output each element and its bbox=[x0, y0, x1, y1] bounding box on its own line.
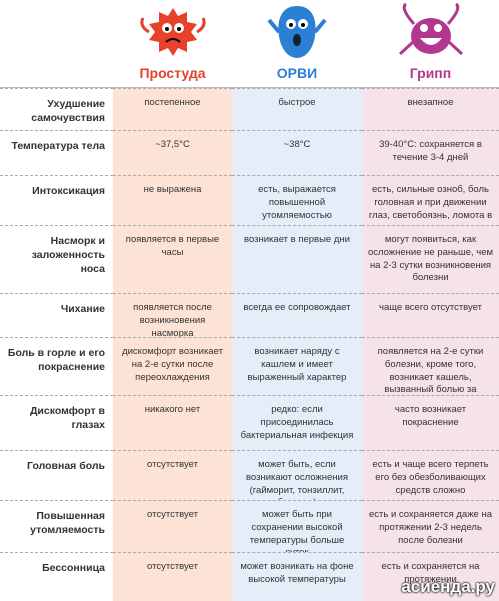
row-label: Температура тела bbox=[0, 130, 113, 175]
cell: быстрое bbox=[232, 88, 362, 130]
cell: есть и сохраняется на протяжении bbox=[362, 552, 499, 601]
row-label: Насморк и заложенность носа bbox=[0, 225, 113, 293]
cell: может возникать на фоне высокой температ… bbox=[232, 552, 362, 601]
cell: возникает наряду с кашлем и имеет выраже… bbox=[232, 337, 362, 395]
cell: есть, выражается повышенной утомляемость… bbox=[232, 175, 362, 225]
cell: может быть при сохранении высокой темпер… bbox=[232, 500, 362, 558]
cell: часто возникает покраснение bbox=[362, 395, 499, 450]
column-header: Грипп bbox=[362, 0, 499, 88]
cell: 39-40°С: сохраняется в течение 3-4 дней bbox=[362, 130, 499, 175]
cell: отсутствует bbox=[113, 500, 232, 552]
cell: могут появиться, как осложнение не раньш… bbox=[362, 225, 499, 293]
flu-icon bbox=[398, 2, 463, 56]
cell: ~37,5°С bbox=[113, 130, 232, 175]
cold-icon bbox=[139, 8, 206, 56]
row-label: Головная боль bbox=[0, 450, 113, 500]
cell: может быть, если возникают осложнения (г… bbox=[232, 450, 362, 508]
cell: дискомфорт возникает на 2-е сутки после … bbox=[113, 337, 232, 395]
cell: есть и сохраняется даже на протяжении 2-… bbox=[362, 500, 499, 552]
cell: не выражена bbox=[113, 175, 232, 225]
cell: ~38°С bbox=[232, 130, 362, 175]
cell: никакого нет bbox=[113, 395, 232, 450]
watermark: асиенда.ру bbox=[401, 577, 495, 596]
cell: всегда ее сопровождает bbox=[232, 293, 362, 337]
cell: постепенное bbox=[113, 88, 232, 130]
orvi-icon bbox=[267, 6, 327, 58]
cell: появляется в первые часы bbox=[113, 225, 232, 293]
cell: возникает в первые дни bbox=[232, 225, 362, 293]
row-label: Боль в горле и его покраснение bbox=[0, 337, 113, 395]
column-name: Грипп bbox=[409, 65, 452, 81]
cell: отсутствует bbox=[113, 552, 232, 601]
corner bbox=[0, 0, 113, 88]
column-name: Простуда bbox=[139, 65, 206, 81]
cell: чаще всего отсутствует bbox=[362, 293, 499, 337]
cell: внезапное bbox=[362, 88, 499, 130]
row-label: Бессонница bbox=[0, 552, 113, 601]
cell: появляется после возникновения насморка bbox=[113, 293, 232, 339]
row-label: Повышенная утомляемость bbox=[0, 500, 113, 552]
cell: появляется на 2-е сутки болезни, кроме т… bbox=[362, 337, 499, 408]
column-header: Простуда bbox=[113, 0, 232, 88]
column-name: ОРВИ bbox=[276, 65, 318, 81]
cell: есть, сильные озноб, боль головная и при… bbox=[362, 175, 499, 233]
row-label: Ухудшение самочувствия bbox=[0, 88, 113, 130]
row-label: Интоксикация bbox=[0, 175, 113, 225]
row-label: Дискомфорт в глазах bbox=[0, 395, 113, 450]
cell: редко: если присоединилась бактериальная… bbox=[232, 395, 362, 450]
row-label: Чихание bbox=[0, 293, 113, 337]
column-header: ОРВИ bbox=[232, 0, 362, 88]
cell: отсутствует bbox=[113, 450, 232, 500]
cell: есть и чаще всего терпеть его без обезбо… bbox=[362, 450, 499, 500]
